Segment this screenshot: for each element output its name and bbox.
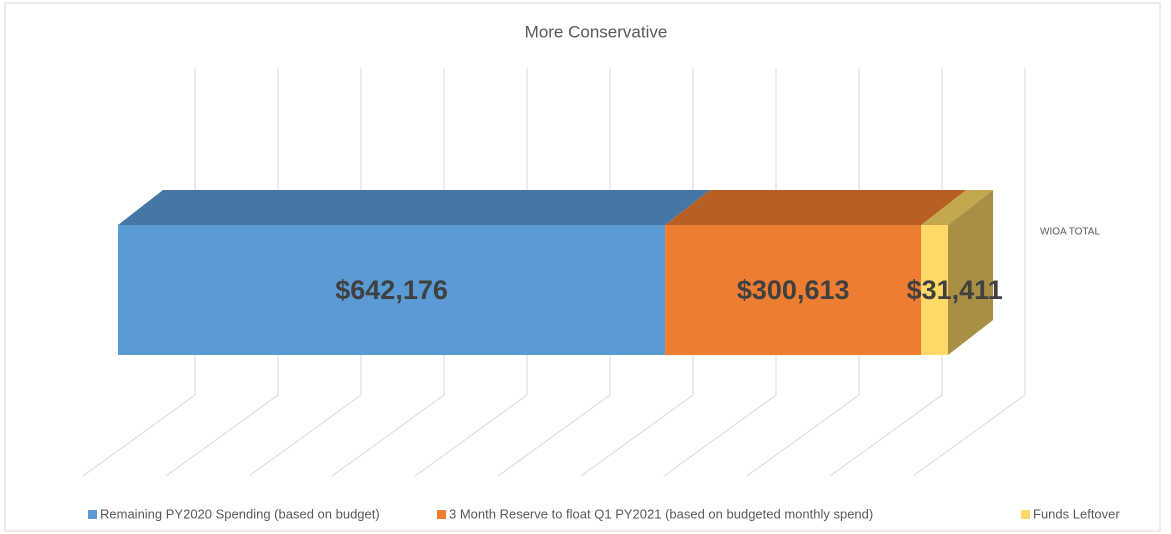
grid-line xyxy=(580,68,694,477)
bar-side xyxy=(948,190,994,355)
grid-line xyxy=(912,68,1026,477)
legend: Remaining PY2020 Spending (based on budg… xyxy=(88,506,1120,521)
data-label: $31,411 xyxy=(907,275,1003,305)
bar-top xyxy=(921,190,994,225)
legend-label: Remaining PY2020 Spending (based on budg… xyxy=(100,506,380,521)
grid-line xyxy=(82,68,196,477)
legend-label: 3 Month Reserve to float Q1 PY2021 (base… xyxy=(449,506,873,521)
grid-line xyxy=(165,68,279,477)
grid-line xyxy=(414,68,528,477)
legend-swatch xyxy=(1021,510,1030,519)
bar-top xyxy=(665,190,967,225)
legend-label: Funds Leftover xyxy=(1033,506,1120,521)
grid xyxy=(82,68,1026,477)
data-label: $300,613 xyxy=(737,275,850,305)
legend-swatch xyxy=(437,510,446,519)
chart-title: More Conservative xyxy=(525,22,668,41)
grid-line xyxy=(663,68,777,477)
legend-swatch xyxy=(88,510,97,519)
grid-line xyxy=(248,68,362,477)
bar xyxy=(921,225,949,355)
grid-line xyxy=(497,68,611,477)
bar-top xyxy=(118,190,711,225)
data-label: $642,176 xyxy=(335,275,448,305)
grid-line xyxy=(829,68,943,477)
grid-line xyxy=(746,68,860,477)
bars: $642,176 $300,613 $31,411 WIOA TOTAL xyxy=(118,190,1100,355)
bar xyxy=(665,225,922,355)
bar xyxy=(118,225,666,355)
category-label: WIOA TOTAL xyxy=(1040,227,1100,238)
grid-line xyxy=(331,68,445,477)
